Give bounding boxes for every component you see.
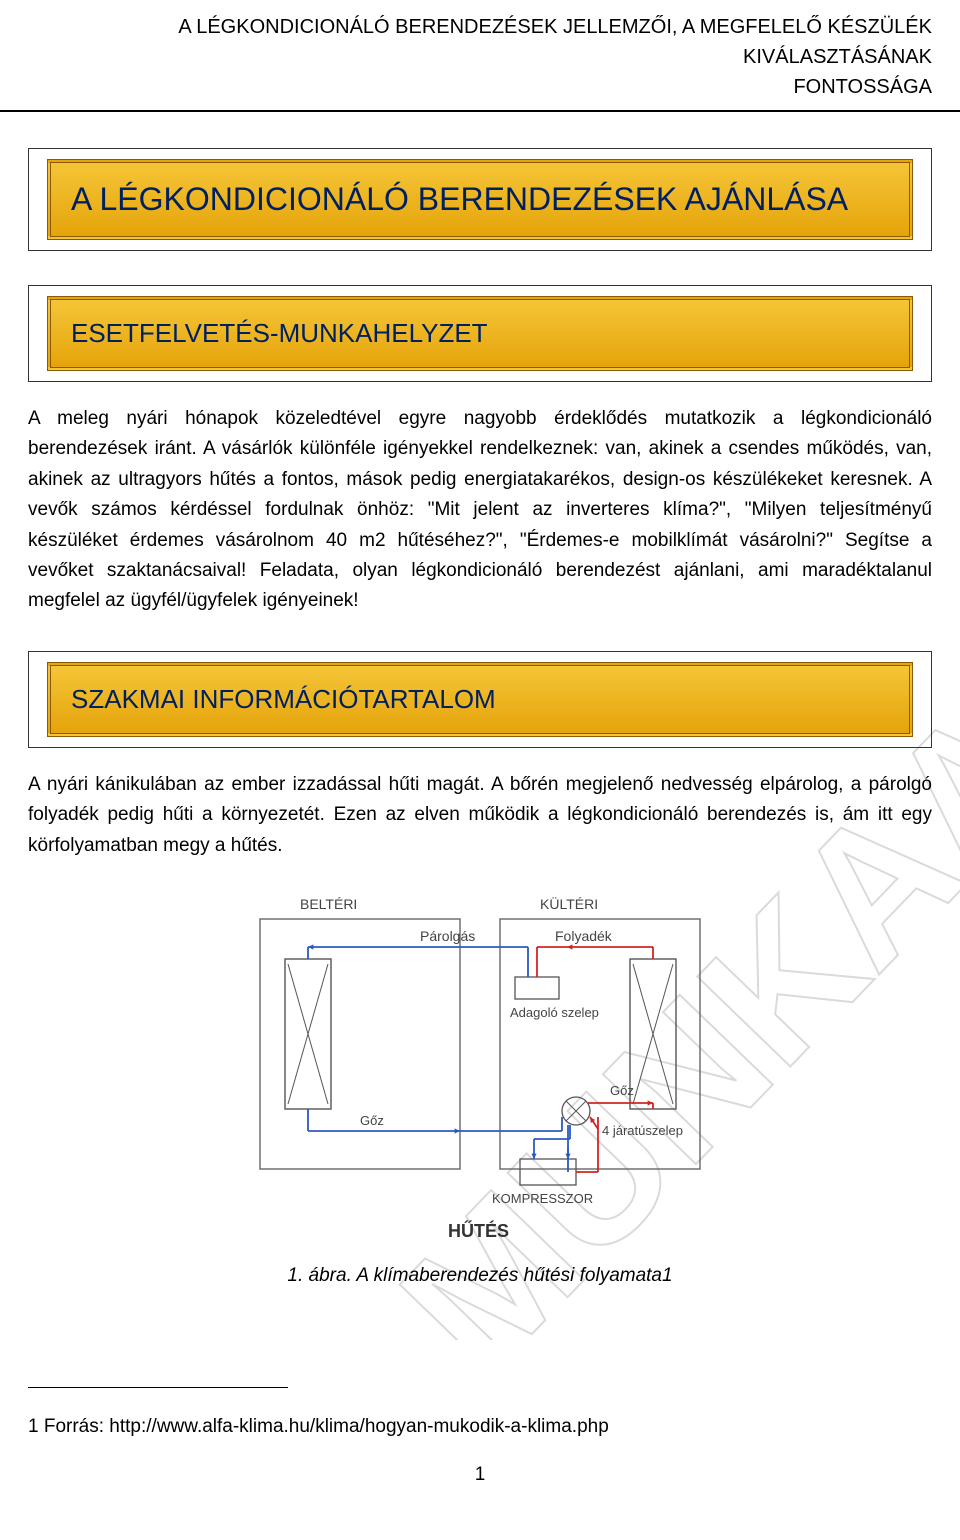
svg-text:Gőz: Gőz <box>610 1083 634 1098</box>
header-line-2: FONTOSSÁGA <box>28 72 932 102</box>
title-box: A LÉGKONDICIONÁLÓ BERENDEZÉSEK AJÁNLÁSA <box>28 148 932 251</box>
cooling-diagram: BELTÉRI KÜLTÉRI Párolgás Folyadék Adagoló sz… <box>210 879 750 1249</box>
svg-text:KOMPRESSZOR: KOMPRESSZOR <box>492 1191 593 1206</box>
svg-text:4 járatúszelep: 4 járatúszelep <box>602 1123 683 1138</box>
svg-text:Gőz: Gőz <box>360 1113 384 1128</box>
footnote-rule <box>28 1387 288 1388</box>
svg-text:BELTÉRI: BELTÉRI <box>300 896 357 912</box>
section1-heading-box: ESETFELVETÉS-MUNKAHELYZET <box>28 285 932 382</box>
header-line-1: A LÉGKONDICIONÁLÓ BERENDEZÉSEK JELLEMZŐI… <box>28 12 932 72</box>
section2-heading: SZAKMAI INFORMÁCIÓTARTALOM <box>71 684 496 714</box>
section1-body: A meleg nyári hónapok közeledtével egyre… <box>28 404 932 617</box>
figure-caption: 1. ábra. A klímaberendezés hűtési folyam… <box>28 1265 932 1287</box>
section2-body: A nyári kánikulában az ember izzadással … <box>28 770 932 861</box>
svg-text:HŰTÉS: HŰTÉS <box>448 1220 509 1241</box>
svg-text:Párolgás: Párolgás <box>420 928 475 944</box>
page-number: 1 <box>0 1464 960 1486</box>
svg-text:Folyadék: Folyadék <box>555 928 613 944</box>
svg-text:KÜLTÉRI: KÜLTÉRI <box>540 895 598 912</box>
footnote: 1 Forrás: http://www.alfa-klima.hu/klima… <box>28 1416 932 1438</box>
svg-text:Adagoló szelep: Adagoló szelep <box>510 1005 599 1020</box>
page-header: A LÉGKONDICIONÁLÓ BERENDEZÉSEK JELLEMZŐI… <box>0 0 960 112</box>
section1-heading: ESETFELVETÉS-MUNKAHELYZET <box>71 318 488 348</box>
section2-heading-box: SZAKMAI INFORMÁCIÓTARTALOM <box>28 651 932 748</box>
page-title: A LÉGKONDICIONÁLÓ BERENDEZÉSEK AJÁNLÁSA <box>71 181 848 217</box>
